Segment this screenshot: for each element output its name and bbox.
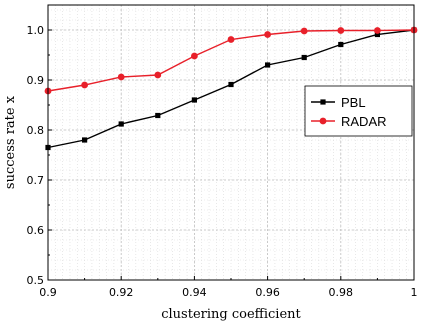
x-tick-label: 0.9 bbox=[39, 286, 57, 299]
y-tick-label: 0.8 bbox=[27, 124, 45, 137]
data-point-radar bbox=[300, 27, 308, 35]
legend-label: RADAR bbox=[341, 114, 387, 129]
data-point-pbl bbox=[265, 62, 271, 68]
y-tick-label: 0.6 bbox=[27, 224, 45, 237]
minor-gridlines bbox=[48, 5, 414, 280]
legend-label: PBL bbox=[341, 95, 366, 110]
x-tick-label: 0.92 bbox=[109, 286, 134, 299]
plot-frame bbox=[47, 4, 415, 281]
legend: PBL RADAR bbox=[304, 85, 413, 137]
x-tick-label: 0.98 bbox=[329, 286, 354, 299]
legend-box bbox=[304, 85, 413, 137]
data-point-radar bbox=[81, 81, 88, 89]
legend-item-pbl: PBL bbox=[311, 95, 366, 110]
y-axis: 0.5 0.6 0.7 0.8 0.9 1.0 bbox=[27, 24, 52, 287]
data-point-radar bbox=[337, 27, 345, 34]
data-point-radar bbox=[264, 31, 271, 38]
x-axis-title: clustering coefficient bbox=[161, 307, 301, 322]
y-tick-label: 1.0 bbox=[27, 24, 45, 37]
x-tick-label: 1 bbox=[411, 286, 418, 299]
data-point-radar bbox=[319, 117, 327, 125]
legend-item-radar: RADAR bbox=[311, 114, 387, 129]
data-point-pbl bbox=[118, 121, 124, 127]
major-gridlines bbox=[47, 5, 415, 281]
data-point-pbl bbox=[228, 81, 234, 88]
data-point-pbl bbox=[191, 97, 197, 103]
x-tick-label: 0.94 bbox=[182, 286, 207, 299]
data-point-radar bbox=[374, 27, 381, 34]
y-tick-label: 0.9 bbox=[27, 74, 45, 87]
series-layer bbox=[44, 26, 418, 151]
data-point-pbl bbox=[155, 112, 161, 119]
data-point-pbl bbox=[320, 99, 326, 105]
series-pbl bbox=[45, 27, 417, 151]
y-tick-label: 0.5 bbox=[27, 274, 45, 287]
y-axis-title: success rate x bbox=[3, 95, 18, 189]
data-point-radar bbox=[117, 73, 125, 81]
x-tick-label: 0.96 bbox=[255, 286, 280, 299]
data-point-pbl bbox=[338, 41, 344, 48]
data-point-radar bbox=[227, 36, 235, 43]
data-point-pbl bbox=[82, 137, 88, 143]
x-axis: 0.9 0.92 0.94 0.96 0.98 1 bbox=[39, 276, 418, 299]
data-point-radar bbox=[154, 71, 162, 79]
data-point-radar bbox=[191, 52, 198, 60]
data-point-pbl bbox=[374, 31, 380, 38]
series-radar bbox=[44, 26, 418, 95]
data-point-pbl bbox=[301, 54, 307, 61]
y-tick-label: 0.7 bbox=[27, 174, 45, 187]
